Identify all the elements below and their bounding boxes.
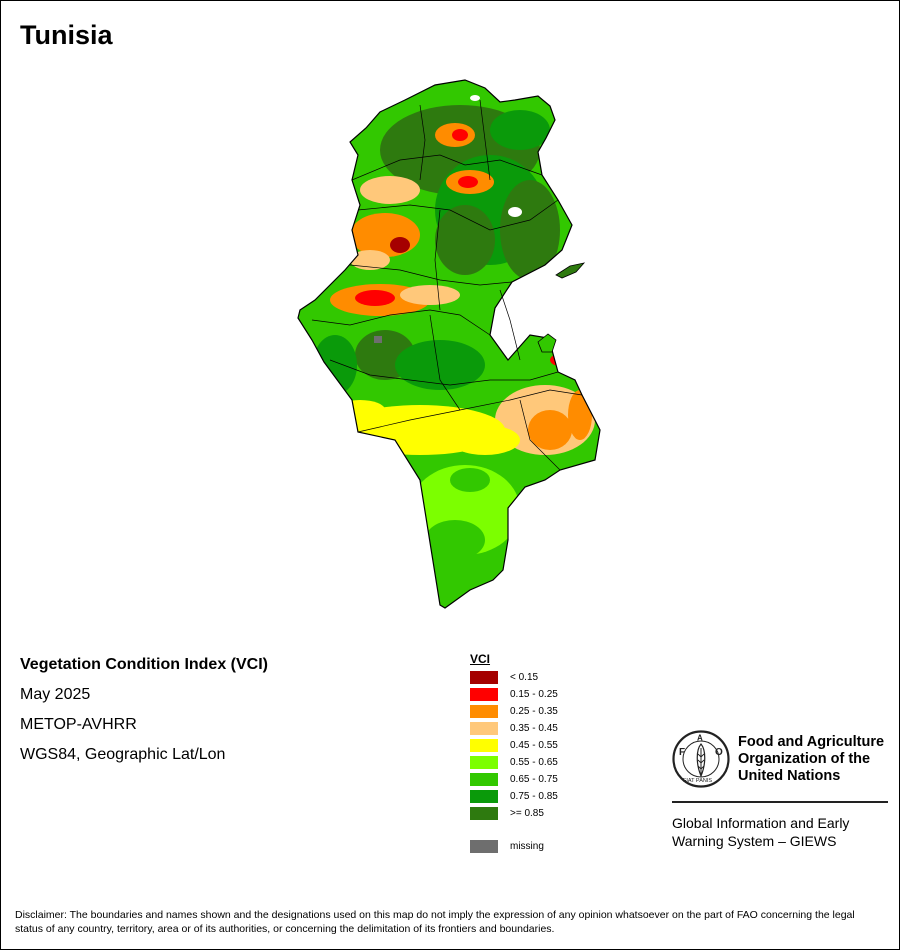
legend-item: 0.15 - 0.25 xyxy=(470,686,558,703)
legend-swatch xyxy=(470,807,498,820)
legend-item: 0.45 - 0.55 xyxy=(470,737,558,754)
tunisia-vci-map xyxy=(297,79,601,609)
legend-swatch xyxy=(470,790,498,803)
legend-label: 0.25 - 0.35 xyxy=(510,706,558,717)
legend-label: 0.15 - 0.25 xyxy=(510,689,558,700)
legend-label: 0.65 - 0.75 xyxy=(510,774,558,785)
legend-item: >= 0.85 xyxy=(470,805,558,822)
legend-swatch xyxy=(470,688,498,701)
period: May 2025 xyxy=(20,686,91,703)
legend-swatch xyxy=(470,722,498,735)
legend-swatch xyxy=(470,705,498,718)
legend-label: missing xyxy=(510,841,544,852)
legend-swatch xyxy=(470,756,498,769)
legend-swatch xyxy=(470,671,498,684)
legend-label: 0.75 - 0.85 xyxy=(510,791,558,802)
legend-label: 0.45 - 0.55 xyxy=(510,740,558,751)
legend-swatch xyxy=(470,840,498,853)
legend-label: 0.55 - 0.65 xyxy=(510,757,558,768)
svg-text:O: O xyxy=(715,747,723,758)
legend: VCI < 0.15 0.15 - 0.25 0.25 - 0.35 0.35 … xyxy=(470,652,558,855)
legend-swatch xyxy=(470,739,498,752)
divider xyxy=(672,801,888,803)
fao-organization-name: Food and Agriculture Organization of the… xyxy=(738,734,885,784)
projection: WGS84, Geographic Lat/Lon xyxy=(20,746,226,763)
svg-text:F: F xyxy=(679,747,685,758)
legend-item: 0.55 - 0.65 xyxy=(470,754,558,771)
map-info: Vegetation Condition Index (VCI) May 202… xyxy=(20,656,268,776)
index-name: Vegetation Condition Index (VCI) xyxy=(20,656,268,673)
giews-name: Global Information and Early Warning Sys… xyxy=(672,815,850,849)
disclaimer: Disclaimer: The boundaries and names sho… xyxy=(15,909,855,935)
legend-item: 0.25 - 0.35 xyxy=(470,703,558,720)
legend-swatch xyxy=(470,773,498,786)
logo-motto: FIAT PANIS xyxy=(683,778,712,784)
legend-label: 0.35 - 0.45 xyxy=(510,723,558,734)
legend-title: VCI xyxy=(470,652,491,666)
sensor: METOP-AVHRR xyxy=(20,716,137,733)
legend-item: < 0.15 xyxy=(470,669,558,686)
legend-item: 0.65 - 0.75 xyxy=(470,771,558,788)
legend-item-missing: missing xyxy=(470,838,558,855)
legend-label: >= 0.85 xyxy=(510,808,544,819)
svg-text:A: A xyxy=(697,734,703,743)
map-title: Tunisia xyxy=(20,20,113,50)
legend-item: 0.35 - 0.45 xyxy=(470,720,558,737)
legend-label: < 0.15 xyxy=(510,672,539,683)
legend-item: 0.75 - 0.85 xyxy=(470,788,558,805)
fao-logo-icon: F A O FIAT PANIS xyxy=(672,730,730,788)
